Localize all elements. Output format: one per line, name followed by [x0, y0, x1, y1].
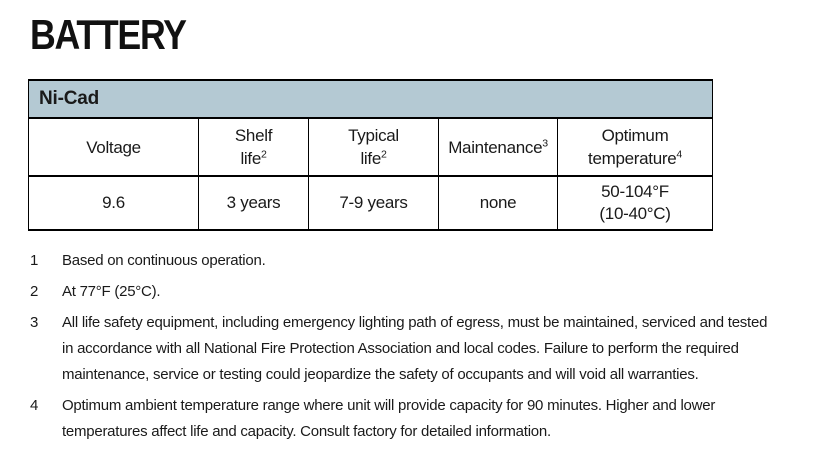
table-group-header-row: Ni-Cad: [27, 79, 714, 119]
footnote-item: 3 All life safety equipment, including em…: [30, 310, 796, 388]
column-header-label: temperature: [588, 149, 677, 168]
column-header: Maintenance3: [438, 117, 558, 177]
footnote-text: Based on continuous operation.: [62, 248, 796, 274]
data-cell: 7-9 years: [308, 175, 439, 231]
footnote-text-line: Based on continuous operation.: [62, 252, 266, 269]
footnote-reference: 3: [542, 136, 548, 149]
footnote-number: 1: [30, 252, 39, 269]
column-header-label: Typical: [348, 126, 399, 145]
table-column-header-row: Voltage Shelf life2 Typical life2 Maintenance…: [28, 117, 714, 177]
footnote-text-line: Optimum ambient temperature range where …: [62, 397, 716, 414]
footnote-reference: 4: [676, 148, 682, 161]
column-header: Typical life2: [308, 117, 439, 177]
footnote-text: All life safety equipment, including eme…: [62, 310, 796, 388]
document-page: BATTERY Ni-Cad Voltage Shelf life2 Typical l…: [27, 11, 796, 445]
footnote-reference: 2: [260, 148, 267, 161]
table-body: 9.6 3 years 7-9 years none 50-104°F (10-40°C…: [28, 175, 714, 231]
battery-spec-table: Ni-Cad Voltage Shelf life2 Typical life2 Main…: [27, 79, 714, 231]
data-cell: 50-104°F (10-40°C): [556, 175, 714, 231]
column-header-label: life: [360, 149, 381, 168]
data-cell: 9.6: [28, 175, 199, 231]
footnote-number: 2: [30, 283, 39, 300]
footnote-number: 4: [30, 397, 39, 414]
footnote-text: At 77°F (25°C).: [62, 279, 796, 305]
column-header-label: Voltage: [86, 137, 141, 157]
table-group-header: Ni-Cad: [27, 79, 714, 119]
footnote-text-line: All life safety equipment, including eme…: [62, 314, 768, 331]
data-cell: 3 years: [198, 175, 309, 231]
column-header-label: Shelf: [234, 126, 273, 145]
column-header: Optimum temperature4: [556, 117, 714, 177]
column-header: Voltage: [28, 117, 199, 177]
column-header-label: Optimum: [601, 126, 669, 145]
footnote-text-line: At 77°F (25°C).: [62, 283, 161, 300]
footnote-text-line: in accordance with all National Fire Pro…: [62, 340, 739, 357]
footnote-text: Optimum ambient temperature range where …: [62, 393, 796, 445]
footnote-text-line: maintenance, service or testing could je…: [62, 366, 699, 383]
data-cell: none: [438, 175, 558, 231]
table-row: 9.6 3 years 7-9 years none 50-104°F (10-40°C…: [28, 175, 714, 231]
footnote-reference: 2: [380, 148, 387, 161]
column-header-label: life: [240, 149, 261, 168]
footnotes-section: 1 Based on continuous operation. 2 At 77°F …: [30, 248, 796, 445]
footnote-item: 1 Based on continuous operation.: [30, 248, 796, 274]
footnote-item: 4 Optimum ambient temperature range where…: [30, 393, 796, 445]
footnote-number: 3: [30, 314, 39, 331]
column-header-label: Maintenance: [448, 137, 543, 157]
footnote-text-line: temperatures affect life and capacity. C…: [62, 423, 551, 440]
footnote-item: 2 At 77°F (25°C).: [30, 279, 796, 305]
column-header: Shelf life2: [198, 117, 309, 177]
page-title: BATTERY: [30, 11, 187, 58]
